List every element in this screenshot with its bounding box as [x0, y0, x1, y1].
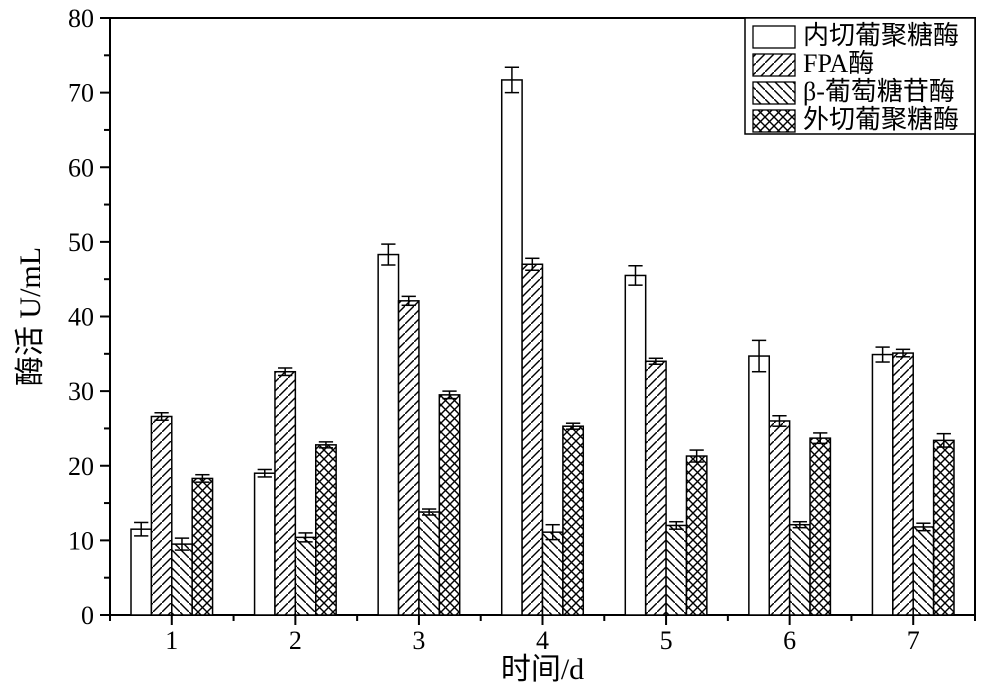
y-tick-label: 20	[68, 452, 94, 481]
bar-exo	[686, 450, 706, 615]
legend-swatch	[753, 82, 795, 104]
bar-exo	[934, 434, 954, 615]
bar-exo	[316, 442, 336, 615]
bar-endo	[131, 522, 151, 615]
enzyme-activity-chart: 0 10 20 30 40 50 60 70 80 1 2 3 4 5 6 7 内切葡聚糖酶FPA酶β-葡萄糖…	[0, 0, 1000, 689]
x-tick-label: 5	[660, 626, 673, 655]
y-axis-label: 酶活 U/mL	[14, 247, 47, 386]
bar-fpa	[275, 368, 295, 615]
bar-endo	[872, 347, 892, 615]
legend-label: FPA酶	[803, 49, 874, 78]
bar-fpa	[893, 349, 913, 615]
legend-swatch	[753, 26, 795, 48]
y-tick-label: 70	[68, 79, 94, 108]
bar-beta	[172, 538, 192, 615]
bar-beta	[419, 509, 439, 615]
bar-endo	[378, 244, 398, 615]
bar-beta	[666, 522, 686, 615]
y-tick-label: 10	[68, 526, 94, 555]
bar-exo	[810, 433, 830, 615]
bar-beta	[913, 523, 933, 615]
y-tick-label: 80	[68, 4, 94, 33]
y-tick-label: 40	[68, 303, 94, 332]
bar-exo	[192, 475, 212, 615]
legend-swatch	[753, 110, 795, 132]
x-axis-label: 时间/d	[501, 653, 584, 686]
bar-fpa	[399, 296, 419, 615]
bar-endo	[255, 469, 275, 615]
bar-exo	[439, 391, 459, 615]
bar-fpa	[151, 413, 171, 615]
legend-label: β-葡萄糖苷酶	[803, 77, 955, 106]
bar-endo	[502, 67, 522, 615]
bar-exo	[563, 423, 583, 615]
y-tick-label: 0	[81, 601, 94, 630]
x-tick-label: 3	[412, 626, 425, 655]
bar-fpa	[769, 416, 789, 615]
legend-label: 内切葡聚糖酶	[803, 21, 959, 50]
y-tick-label: 50	[68, 228, 94, 257]
bar-beta	[790, 522, 810, 615]
y-tick-label: 30	[68, 377, 94, 406]
x-tick-label: 6	[783, 626, 796, 655]
bar-beta	[543, 525, 563, 615]
bar-fpa	[522, 258, 542, 615]
y-tick-label: 60	[68, 153, 94, 182]
bar-endo	[749, 340, 769, 615]
x-tick-label: 1	[165, 626, 178, 655]
bar-endo	[625, 266, 645, 615]
x-tick-label: 7	[907, 626, 920, 655]
legend-label: 外切葡聚糖酶	[803, 105, 959, 134]
x-tick-label: 4	[536, 626, 549, 655]
bar-beta	[295, 533, 315, 615]
x-tick-label: 2	[289, 626, 302, 655]
bar-fpa	[646, 358, 666, 615]
legend-swatch	[753, 54, 795, 76]
